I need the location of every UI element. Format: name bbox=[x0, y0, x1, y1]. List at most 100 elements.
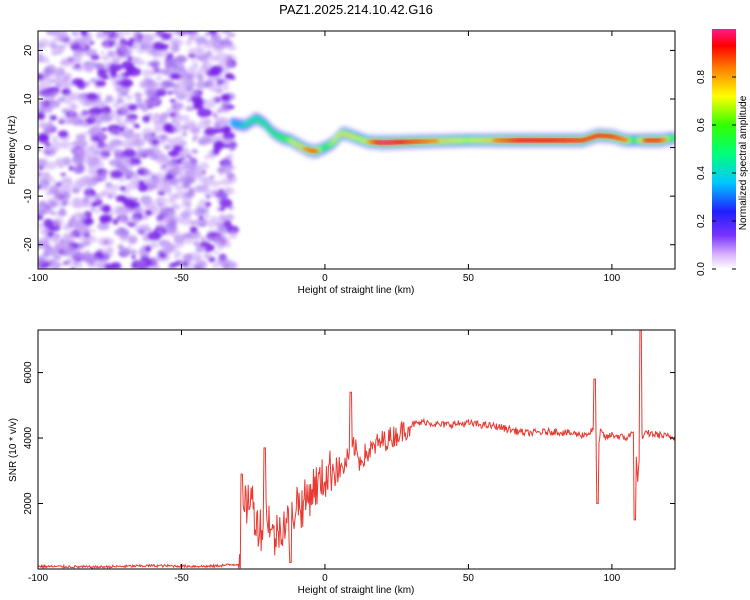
noise-blob bbox=[175, 55, 188, 64]
noise-blob bbox=[118, 234, 130, 241]
noise-blob bbox=[213, 250, 220, 255]
noise-blob bbox=[139, 209, 148, 214]
noise-blob bbox=[181, 200, 191, 209]
noise-blob bbox=[66, 92, 82, 102]
noise-blob bbox=[222, 31, 231, 34]
noise-blob bbox=[198, 136, 211, 145]
noise-blob bbox=[222, 86, 230, 91]
noise-blob bbox=[171, 120, 176, 124]
noise-blob bbox=[124, 31, 132, 36]
noise-blob bbox=[97, 31, 111, 38]
noise-blob bbox=[227, 32, 236, 38]
noise-blob bbox=[187, 169, 202, 179]
noise-blob bbox=[164, 135, 169, 139]
noise-blob bbox=[55, 157, 65, 166]
noise-blob bbox=[148, 153, 159, 160]
x-tick-label: 0 bbox=[322, 573, 328, 584]
noise-blob bbox=[142, 69, 154, 77]
noise-blob bbox=[44, 191, 50, 196]
x-tick-label: 0 bbox=[322, 273, 328, 284]
noise-blob bbox=[170, 89, 179, 95]
noise-blob bbox=[217, 31, 223, 34]
noise-blob bbox=[54, 192, 67, 202]
noise-blob bbox=[43, 180, 49, 184]
noise-blob bbox=[149, 241, 159, 249]
noise-blob bbox=[42, 67, 52, 75]
noise-blob bbox=[124, 135, 131, 142]
noise-blob bbox=[174, 83, 181, 88]
noise-blob bbox=[38, 200, 47, 207]
noise-blob bbox=[207, 119, 213, 124]
ridge-core bbox=[621, 138, 629, 142]
noise-blob bbox=[193, 219, 202, 225]
colorbar-tick-label: 0.4 bbox=[696, 166, 707, 180]
noise-blob bbox=[210, 216, 217, 222]
colorbar-tick-label: 0.8 bbox=[696, 70, 707, 84]
noise-blob bbox=[179, 217, 193, 226]
noise-blob bbox=[147, 113, 153, 117]
noise-blob bbox=[170, 44, 180, 53]
noise-blob bbox=[38, 55, 49, 63]
noise-blob bbox=[42, 185, 50, 192]
y-tick-label: 20 bbox=[23, 44, 34, 56]
noise-blob bbox=[202, 61, 213, 70]
noise-blob bbox=[151, 139, 160, 145]
noise-blob bbox=[112, 218, 119, 225]
noise-blob bbox=[220, 126, 232, 134]
noise-blob bbox=[93, 128, 100, 134]
noise-blob bbox=[200, 223, 206, 228]
noise-blob bbox=[168, 159, 178, 166]
colorbar-tick-label: 0.6 bbox=[696, 118, 707, 132]
noise-blob bbox=[101, 239, 108, 246]
noise-blob bbox=[80, 53, 85, 57]
noise-blob bbox=[125, 170, 135, 177]
noise-blob bbox=[58, 45, 64, 50]
noise-blob bbox=[182, 253, 193, 261]
noise-blob bbox=[151, 263, 160, 269]
noise-blob bbox=[70, 102, 78, 110]
noise-blob bbox=[126, 94, 133, 101]
noise-blob bbox=[142, 133, 155, 142]
noise-blob bbox=[57, 96, 67, 103]
noise-blob bbox=[228, 158, 234, 162]
noise-blob bbox=[192, 62, 199, 68]
noise-blob bbox=[224, 237, 230, 243]
noise-blob bbox=[134, 212, 142, 218]
noise-blob bbox=[158, 45, 167, 50]
noise-blob bbox=[38, 38, 50, 48]
noise-blob bbox=[177, 259, 183, 264]
noise-blob bbox=[187, 32, 197, 40]
noise-blob bbox=[95, 80, 107, 87]
noise-blob bbox=[91, 195, 101, 202]
noise-blob bbox=[38, 214, 44, 221]
noise-blob bbox=[82, 253, 98, 263]
noise-blob bbox=[218, 207, 226, 212]
noise-blob bbox=[173, 204, 179, 208]
noise-blob bbox=[50, 211, 57, 216]
noise-blob bbox=[222, 143, 230, 148]
noise-blob bbox=[159, 112, 168, 121]
noise-blob bbox=[167, 174, 174, 180]
noise-blob bbox=[225, 171, 235, 179]
noise-blob bbox=[97, 68, 108, 78]
noise-blob bbox=[117, 93, 124, 99]
noise-blob bbox=[202, 213, 210, 219]
noise-blob bbox=[112, 81, 117, 87]
x-tick-label: -50 bbox=[174, 273, 189, 284]
noise-blob bbox=[90, 207, 96, 212]
colorbar-tick-label: 0.2 bbox=[696, 214, 707, 228]
noise-blob bbox=[82, 239, 91, 247]
noise-blob bbox=[160, 85, 168, 91]
noise-blob bbox=[122, 148, 137, 158]
noise-blob bbox=[108, 190, 117, 199]
noise-blob bbox=[198, 216, 204, 221]
noise-blob bbox=[170, 218, 175, 222]
noise-blob bbox=[102, 170, 108, 175]
noise-blob bbox=[157, 197, 163, 202]
noise-blob bbox=[114, 85, 127, 93]
noise-blob bbox=[107, 114, 113, 119]
noise-blob bbox=[105, 56, 110, 60]
noise-blob bbox=[135, 97, 143, 102]
noise-blob bbox=[72, 160, 81, 166]
noise-blob bbox=[181, 232, 192, 239]
